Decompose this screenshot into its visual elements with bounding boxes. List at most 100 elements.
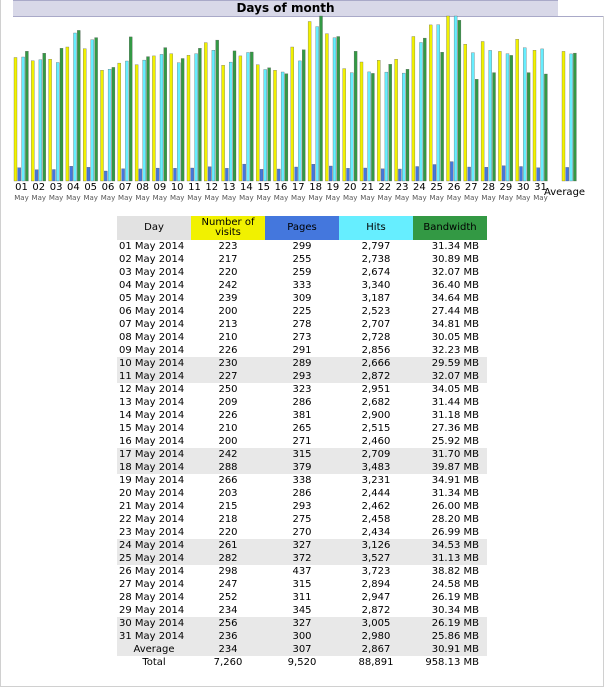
x-tick-label: 31: [534, 182, 547, 193]
cell-day: Average: [117, 643, 191, 656]
bar-visits: [186, 55, 191, 182]
bar-bandwidth: [405, 69, 410, 182]
bar-hits: [540, 48, 544, 182]
x-tick-label: 06: [101, 182, 115, 193]
cell-visits: 226: [218, 410, 238, 421]
bar-bandwidth: [215, 39, 219, 182]
cell-hits: 2,872: [361, 605, 391, 616]
x-tick-label: 13: [222, 182, 236, 193]
table-row: 08 May 2014 210 273 2,728 30.05 MB: [117, 331, 487, 344]
cell-visits: 234: [191, 643, 265, 656]
cell-pages: 338: [292, 475, 312, 486]
table-row: 21 May 2014 215 293 2,462 26.00 MB: [117, 500, 487, 513]
cell-visits: 252: [218, 592, 238, 603]
cell-pages: 315: [292, 579, 312, 590]
bar-visits: [377, 60, 381, 182]
bar-pages: [69, 166, 73, 182]
bar-bandwidth: [94, 37, 98, 182]
bar-pages: [121, 168, 125, 182]
cell-bandwidth: 28.20 MB: [431, 514, 479, 525]
cell-pages: 379: [265, 461, 339, 474]
cell-pages: 286: [292, 397, 312, 408]
cell-pages: 265: [292, 423, 312, 434]
bar-pages: [502, 165, 506, 182]
cell-visits: 266: [218, 475, 238, 486]
table-row: 03 May 2014 220 259 2,674 32.07 MB: [117, 266, 487, 279]
bar-hits: [177, 62, 181, 182]
x-tick-month-label: May: [152, 194, 168, 202]
cell-bandwidth: 34.81 MB: [431, 319, 479, 330]
cell-bandwidth: 30.89 MB: [431, 254, 479, 265]
cell-visits: 239: [218, 293, 238, 304]
cell-bandwidth: 36.40 MB: [431, 280, 479, 291]
cell-hits: 3,187: [361, 293, 391, 304]
bar-hits: [246, 52, 250, 182]
bar-hits: [419, 42, 423, 182]
cell-visits: 220: [218, 527, 238, 538]
cell-hits: 2,434: [361, 527, 391, 538]
bar-hits: [107, 69, 112, 182]
x-tick-month-label: May: [412, 194, 427, 202]
cell-hits: 2,709: [339, 448, 413, 461]
bar-hits: [332, 37, 337, 182]
cell-visits: 282: [191, 552, 265, 565]
x-tick-month-label: May: [14, 194, 29, 202]
x-tick-label: 10: [170, 182, 184, 193]
cell-pages: 270: [292, 527, 312, 538]
bar-visits: [325, 33, 329, 182]
cell-day: 24 May 2014: [117, 539, 191, 552]
table-row: 16 May 2014 200 271 2,460 25.92 MB: [117, 435, 487, 448]
bar-pages: [34, 169, 39, 182]
cell-visits: 298: [218, 566, 238, 577]
cell-day: 15 May 2014: [119, 423, 185, 434]
bar-visits: [446, 15, 450, 182]
cell-bandwidth: 30.05 MB: [431, 332, 479, 343]
bar-pages: [173, 168, 177, 182]
cell-hits: 3,231: [361, 475, 391, 486]
bar-bandwidth: [146, 56, 150, 182]
bar-hits: [211, 50, 216, 182]
cell-bandwidth: 34.91 MB: [431, 475, 479, 486]
bar-hits: [367, 71, 371, 182]
frame-border-right: [603, 16, 604, 686]
x-tick-label: 15: [257, 182, 271, 193]
cell-pages: 327: [265, 617, 339, 630]
cell-day: 01 May 2014: [119, 241, 185, 252]
bar-pages: [138, 168, 143, 182]
cell-hits: 88,891: [358, 657, 394, 668]
cell-bandwidth: 31.18 MB: [431, 410, 479, 421]
bar-visits: [515, 39, 519, 182]
x-tick-label: 25: [430, 182, 444, 193]
cell-visits: 261: [191, 539, 265, 552]
x-tick-label: 02: [32, 182, 46, 193]
table-row: 05 May 2014 239 309 3,187 34.64 MB: [117, 292, 487, 305]
bar-hits: [229, 61, 233, 182]
cell-day: 09 May 2014: [119, 345, 185, 356]
cell-pages: 345: [292, 605, 312, 616]
x-tick-label: 27: [464, 182, 478, 193]
cell-bandwidth: 32.23 MB: [431, 345, 479, 356]
x-tick-month-label: May: [273, 194, 289, 202]
bar-hits: [505, 53, 510, 182]
cell-day: 26 May 2014: [119, 566, 185, 577]
cell-day: 18 May 2014: [117, 461, 191, 474]
cell-hits: 2,951: [361, 384, 391, 395]
bar-visits: [100, 70, 104, 182]
cell-day: 22 May 2014: [119, 514, 185, 525]
cell-pages: 225: [292, 306, 312, 317]
cell-hits: 2,867: [339, 643, 413, 656]
cell-bandwidth: 34.64 MB: [431, 293, 479, 304]
table-row: 14 May 2014 226 381 2,900 31.18 MB: [117, 409, 487, 422]
x-tick-month-label: May: [221, 194, 237, 202]
x-tick-label: 30: [516, 182, 530, 193]
x-tick-month-label: May: [498, 194, 514, 202]
x-tick-month-label: May: [48, 194, 64, 202]
cell-day: 02 May 2014: [119, 254, 185, 265]
bar-hits: [280, 71, 285, 182]
table-row: 09 May 2014 226 291 2,856 32.23 MB: [117, 344, 487, 357]
x-tick-month-label: May: [135, 194, 150, 202]
bar-visits: [48, 59, 52, 182]
bar-pages: [190, 167, 194, 182]
table-row: 02 May 2014 217 255 2,738 30.89 MB: [117, 253, 487, 266]
table-row: 07 May 2014 213 278 2,707 34.81 MB: [117, 318, 487, 331]
